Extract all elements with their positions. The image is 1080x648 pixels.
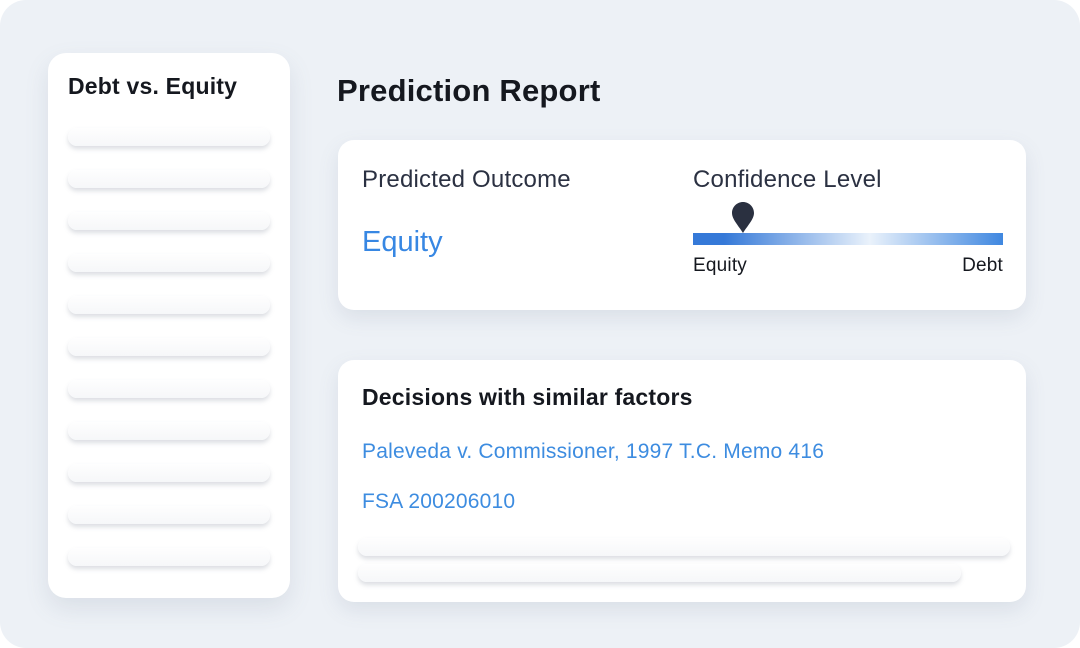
slider-pin-icon[interactable]	[731, 202, 754, 233]
skeleton-line	[68, 254, 270, 272]
confidence-slider: Equity Debt	[693, 140, 1003, 310]
skeleton-line	[68, 464, 270, 482]
skeleton-line	[358, 564, 961, 582]
skeleton-line	[68, 296, 270, 314]
document-panel: Debt vs. Equity	[48, 53, 290, 598]
decisions-card: Decisions with similar factors Paleveda …	[338, 360, 1026, 602]
prediction-card: Predicted Outcome Equity Confidence Leve…	[338, 140, 1026, 310]
confidence-slider-track[interactable]	[693, 233, 1003, 245]
case-link-paleveda[interactable]: Paleveda v. Commissioner, 1997 T.C. Memo…	[362, 440, 825, 463]
decisions-card-title: Decisions with similar factors	[362, 384, 693, 410]
skeleton-line	[68, 128, 270, 146]
case-link-fsa[interactable]: FSA 200206010	[362, 490, 516, 513]
predicted-outcome-label: Predicted Outcome	[362, 166, 571, 193]
skeleton-line	[68, 506, 270, 524]
slider-labels: Equity Debt	[693, 255, 1003, 277]
skeleton-line	[68, 170, 270, 188]
skeleton-line	[68, 548, 270, 566]
skeleton-line	[68, 422, 270, 440]
slider-label-debt: Debt	[962, 255, 1003, 276]
skeleton-line	[68, 380, 270, 398]
document-skeleton-list	[68, 128, 270, 590]
skeleton-line	[68, 338, 270, 356]
skeleton-line	[68, 212, 270, 230]
predicted-outcome-value: Equity	[362, 226, 443, 258]
skeleton-line	[358, 538, 1010, 556]
confidence-level-label: Confidence Level	[693, 166, 882, 193]
document-panel-title: Debt vs. Equity	[68, 73, 238, 99]
slider-label-equity: Equity	[693, 255, 748, 276]
page-title: Prediction Report	[337, 72, 601, 108]
